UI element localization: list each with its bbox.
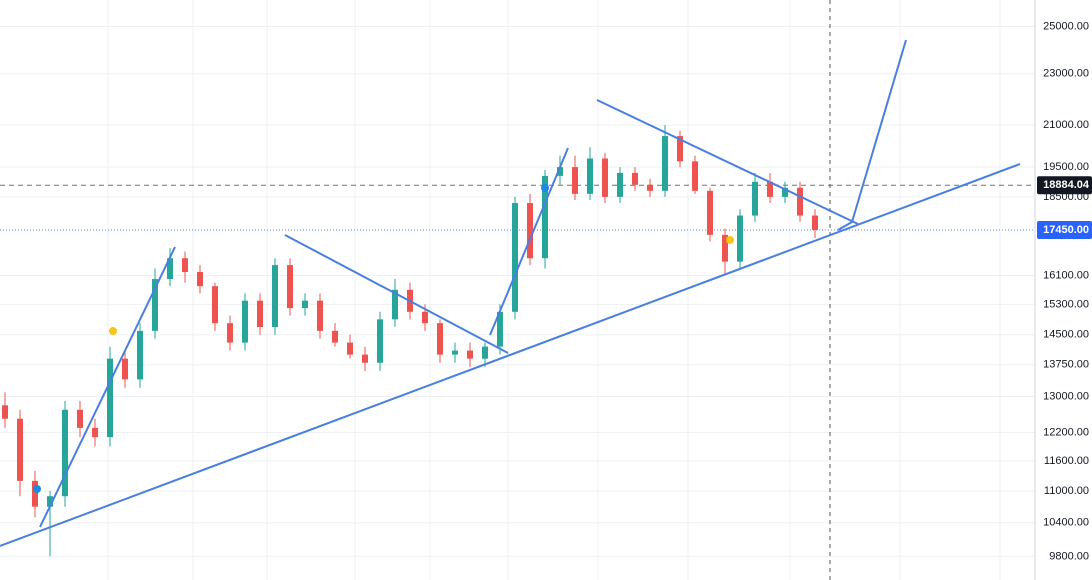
trendline — [489, 147, 569, 336]
candle-body — [317, 300, 323, 331]
candle-body — [752, 181, 758, 216]
candle-body — [707, 190, 713, 235]
y-tick-label: 14500.00 — [1043, 329, 1089, 341]
candle-body — [767, 181, 773, 197]
price-axis: 25000.0023000.0021000.0019500.0018500.00… — [1037, 20, 1092, 562]
candle-body — [32, 480, 38, 507]
trendline — [39, 246, 176, 528]
candle-body — [272, 265, 278, 327]
y-tick-label: 10400.00 — [1043, 517, 1089, 529]
candle-body — [302, 300, 308, 309]
candle-body — [47, 496, 53, 507]
candle-body — [77, 409, 83, 428]
y-tick-label: 15300.00 — [1043, 298, 1089, 310]
candle-body — [512, 203, 518, 312]
candle-body — [137, 330, 143, 380]
candle-body — [167, 258, 173, 280]
vertical-grid — [107, 0, 1001, 580]
trendline — [284, 234, 509, 354]
trendline — [596, 99, 859, 225]
y-tick-label: 12200.00 — [1043, 426, 1089, 438]
candle-body — [647, 184, 653, 191]
candle-body — [2, 405, 8, 419]
y-tick-label: 19500.00 — [1043, 161, 1089, 173]
price-label-box — [1037, 220, 1092, 239]
signal-dot — [726, 236, 734, 244]
trendline — [851, 39, 907, 223]
candle-body — [797, 187, 803, 216]
y-tick-label: 11000.00 — [1044, 485, 1089, 497]
y-tick-label: 25000.00 — [1043, 20, 1089, 32]
candle-body — [587, 158, 593, 194]
candle-body — [197, 272, 203, 287]
candle-body — [467, 350, 473, 359]
candle-body — [257, 300, 263, 327]
candle-body — [542, 175, 548, 259]
signal-dot — [541, 184, 549, 192]
trendline — [837, 221, 853, 231]
candle-body — [62, 409, 68, 497]
candle-body — [617, 172, 623, 197]
candle-body — [572, 167, 578, 194]
candle-body — [377, 319, 383, 363]
price-label-box — [1037, 176, 1092, 195]
price-label: 18884.04 — [1043, 179, 1090, 191]
candle-body — [722, 234, 728, 262]
candle-body — [812, 215, 818, 230]
y-tick-label: 16100.00 — [1043, 269, 1089, 281]
candle-body — [287, 265, 293, 309]
y-tick-label: 23000.00 — [1043, 68, 1089, 80]
candles — [2, 125, 818, 557]
signal-dot — [33, 485, 41, 493]
candle-body — [182, 258, 188, 273]
candle-body — [602, 158, 608, 197]
candle-body — [332, 330, 338, 343]
candle-body — [557, 167, 563, 176]
candle-body — [122, 358, 128, 380]
candle-body — [212, 286, 218, 324]
y-tick-label: 13750.00 — [1043, 359, 1089, 371]
trendline — [0, 163, 1021, 547]
candle-body — [107, 358, 113, 438]
price-label: 17450.00 — [1043, 224, 1089, 236]
y-tick-label: 21000.00 — [1043, 119, 1089, 131]
candle-body — [362, 354, 368, 363]
candle-body — [152, 279, 158, 331]
candle-body — [422, 311, 428, 324]
candle-body — [17, 418, 23, 481]
candle-body — [737, 215, 743, 262]
candle-body — [692, 161, 698, 191]
candle-body — [347, 342, 353, 355]
candle-body — [437, 323, 443, 355]
candle-body — [632, 172, 638, 185]
y-tick-label: 13000.00 — [1043, 390, 1089, 402]
candle-body — [497, 311, 503, 347]
signal-dot — [109, 327, 117, 335]
candle-body — [242, 300, 248, 343]
candle-body — [782, 187, 788, 197]
candle-body — [527, 203, 533, 259]
candle-body — [452, 350, 458, 355]
y-tick-label: 11600.00 — [1044, 455, 1089, 467]
y-tick-label: 9800.00 — [1049, 550, 1089, 562]
candle-body — [677, 136, 683, 162]
candle-body — [92, 427, 98, 438]
candle-body — [662, 136, 668, 191]
trendlines — [0, 39, 1021, 547]
candle-body — [392, 289, 398, 320]
candle-body — [227, 323, 233, 343]
candle-body — [482, 346, 488, 359]
